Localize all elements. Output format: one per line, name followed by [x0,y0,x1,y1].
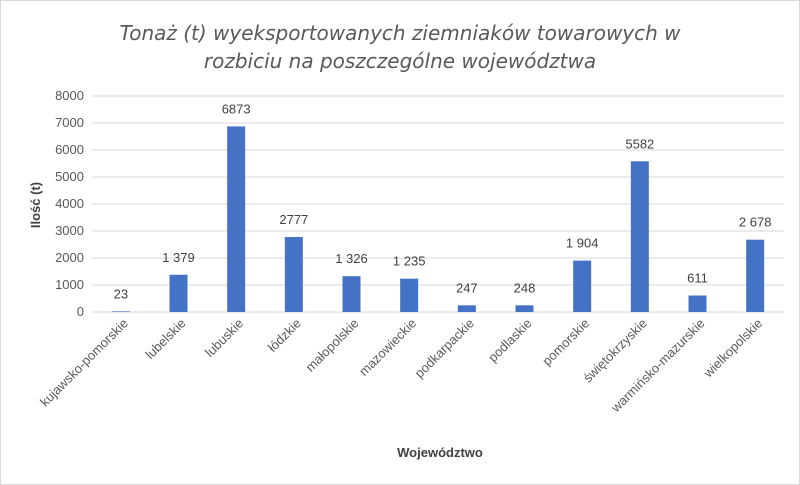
data-label: 1 904 [566,236,599,251]
x-axis-ticks: kujawsko-pomorskie lubelskie lubuskie łódzk… [37,316,765,416]
bar [573,260,592,312]
x-tick-label: łódzkie [265,316,304,355]
data-label: 5582 [625,136,654,151]
y-tick-label: 2000 [55,250,84,265]
data-label: 2 678 [739,215,772,230]
x-tick-label: lubelskie [142,316,188,362]
data-label: 1 326 [335,251,368,266]
y-tick-label: 4000 [55,196,84,211]
chart-title-line-2: rozbiciu na poszczególne województwa [204,49,596,73]
gridlines [92,95,784,313]
x-tick-label: podlaskie [485,316,534,365]
bar [515,305,534,312]
bar [227,126,246,312]
data-label: 1 235 [393,254,426,269]
y-tick-label: 3000 [55,223,84,238]
data-label: 248 [514,280,536,295]
bar [342,276,361,312]
y-tick-label: 5000 [55,169,84,184]
data-labels: 23 1 379 6873 2777 1 326 1 235 247 248 1 904 5582… [114,101,772,301]
data-label: 6873 [222,101,251,116]
data-label: 23 [114,286,128,301]
x-tick-label: warmińsko-mazurskie [607,316,707,416]
x-tick-label: lubuskie [202,316,246,360]
y-axis-title: Ilość (t) [28,182,43,228]
bar [746,239,765,312]
bar [400,278,419,312]
y-tick-label: 1000 [55,277,84,292]
bar [284,237,303,312]
data-label: 1 379 [162,250,195,265]
data-label: 2777 [279,212,308,227]
bar [169,274,188,312]
bars [111,126,765,312]
x-tick-label: małopolskie [302,316,361,375]
y-tick-label: 0 [77,304,84,319]
bar [688,295,707,312]
x-tick-label: podkarpackie [412,316,477,381]
data-label: 611 [687,271,708,286]
x-tick-label: kujawsko-pomorskie [37,316,131,410]
bar [111,311,130,312]
x-tick-label: wielkopolskie [700,316,765,381]
bar [457,305,476,312]
x-axis-title: Województwo [397,445,483,460]
y-axis-ticks: 0 1000 2000 3000 4000 5000 6000 7000 8000 [55,88,84,319]
y-tick-label: 7000 [55,115,84,130]
bar [630,161,649,312]
x-tick-label: pomorskie [539,316,592,369]
y-tick-label: 6000 [55,142,84,157]
chart-title-line-1: Tonaż (t) wyeksportowanych ziemniaków to… [119,21,681,45]
x-tick-label: mazowieckie [356,316,419,379]
y-tick-label: 8000 [55,88,84,103]
data-label: 247 [456,280,478,295]
